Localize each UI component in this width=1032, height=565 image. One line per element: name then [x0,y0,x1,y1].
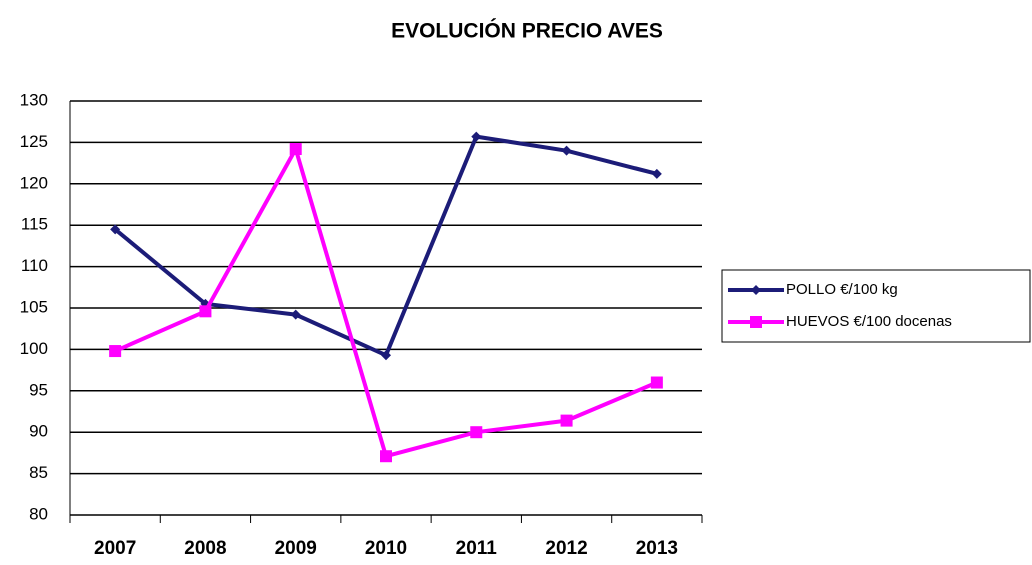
y-tick-label: 100 [20,339,48,358]
point [199,305,212,318]
x-tick-label: 2013 [636,538,678,559]
y-tick-label: 95 [29,380,48,399]
point [651,168,662,179]
x-tick-label: 2009 [275,538,317,559]
y-tick-label: 85 [29,463,48,482]
y-tick-label: 125 [20,132,48,151]
point [561,145,572,156]
point [109,345,122,358]
series-line [114,147,658,459]
point [380,450,392,463]
point [560,414,573,427]
point [751,285,761,295]
x-tick-label: 2011 [456,538,498,559]
legend-label: POLLO €/100 kg [786,281,898,298]
point [750,316,762,328]
y-tick-label: 115 [21,215,48,234]
point [290,309,301,320]
point [110,224,121,235]
y-tick-label: 90 [29,422,48,441]
point [381,350,391,361]
legend-label: HUEVOS €/100 docenas [786,313,952,330]
x-tick-label: 2008 [184,538,226,559]
y-tick-label: 80 [29,504,48,523]
y-tick-label: 110 [21,256,48,275]
point [289,143,302,156]
legend-box [721,269,1031,343]
y-tick-label: 130 [20,90,48,109]
y-tick-label: 105 [20,297,48,316]
series-line [113,134,658,358]
x-tick-label: 2007 [94,538,136,559]
point [470,426,483,439]
point [471,131,482,142]
y-tick-label: 120 [20,173,48,192]
x-tick-label: 2012 [545,538,587,559]
x-tick-label: 2010 [365,538,407,559]
chart-title: EVOLUCIÓN PRECIO AVES [391,19,663,43]
point [650,376,663,389]
